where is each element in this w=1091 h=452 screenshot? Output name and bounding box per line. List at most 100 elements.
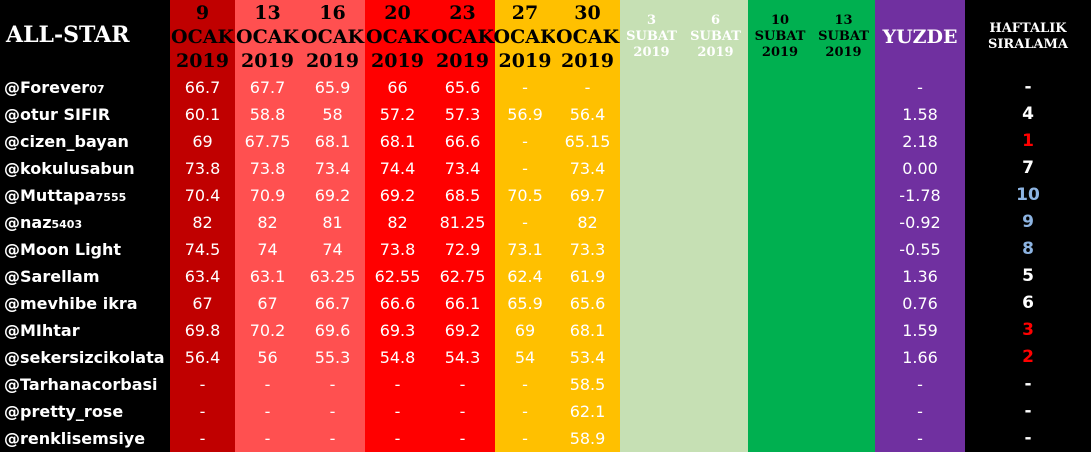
- score: 58.5: [569, 375, 606, 394]
- change: -0.92: [899, 213, 941, 232]
- header-line: 30: [574, 2, 601, 24]
- score: 73.8: [379, 240, 416, 259]
- header-line: 10: [770, 13, 790, 28]
- change: 2.18: [902, 132, 938, 151]
- score: -: [522, 159, 528, 178]
- score: -: [199, 402, 206, 421]
- header-line: 2019: [633, 45, 670, 60]
- rank: 7: [1022, 158, 1034, 178]
- score: 62.55: [374, 267, 421, 286]
- score: -: [329, 402, 336, 421]
- score: 63.25: [309, 267, 356, 286]
- header-line: 2019: [436, 50, 489, 72]
- score: 68.1: [569, 321, 606, 340]
- name: @pretty_rose: [4, 402, 124, 421]
- name: @naz: [4, 213, 52, 232]
- score: 56: [257, 348, 278, 367]
- rank: 1: [1022, 131, 1034, 151]
- name: @otur SIFIR: [4, 105, 111, 124]
- user-name: @pretty_rose: [0, 398, 170, 425]
- score: 54.8: [379, 348, 416, 367]
- column-header: 16 OCAK 2019: [300, 0, 365, 74]
- score: 69.8: [184, 321, 221, 340]
- name: @sekersizcikolata: [4, 348, 165, 367]
- score: -: [459, 375, 466, 394]
- score: 56.4: [184, 348, 221, 367]
- score: 65.6: [569, 294, 606, 313]
- column-bg: [875, 0, 965, 452]
- score: 55.3: [314, 348, 351, 367]
- score: -: [329, 429, 336, 448]
- name: @Moon Light: [4, 240, 122, 259]
- score: -: [522, 78, 528, 97]
- rank: -: [1024, 428, 1032, 448]
- score: 69.2: [379, 186, 416, 205]
- score: 57.2: [379, 105, 416, 124]
- name: @Forever: [4, 78, 90, 97]
- name-suffix: 5403: [51, 218, 83, 231]
- name: @Muttapa: [4, 186, 96, 205]
- header-line: OCAK: [171, 26, 234, 48]
- header-line: OCAK: [236, 26, 299, 48]
- header-line: SUBAT: [626, 29, 677, 44]
- header-line: OCAK: [556, 26, 619, 48]
- header-line: 2019: [697, 45, 734, 60]
- score: 56.9: [507, 105, 543, 124]
- header-line: 2019: [176, 50, 229, 72]
- column-header: 3 SUBAT 2019: [620, 0, 683, 74]
- column-bg: [170, 0, 235, 452]
- column-bg: [300, 0, 365, 452]
- user-name: @otur SIFIR: [0, 101, 170, 128]
- score: 73.3: [569, 240, 606, 259]
- user-name: @Tarhanacorbasi: [0, 371, 170, 398]
- column-bg: [555, 0, 620, 452]
- score: 69.3: [379, 321, 416, 340]
- score: -: [522, 429, 528, 448]
- header-line: 6: [710, 13, 721, 28]
- score: 69.2: [444, 321, 481, 340]
- score: 62.75: [439, 267, 486, 286]
- score: 62.4: [507, 267, 543, 286]
- change: -: [917, 429, 923, 448]
- user-name: @renklisemsiye: [0, 425, 170, 452]
- column-bg: [620, 0, 683, 452]
- column-header: 13 SUBAT 2019: [812, 0, 875, 74]
- score: 65.15: [564, 132, 611, 151]
- score: 67.7: [249, 78, 286, 97]
- rank: 4: [1022, 104, 1034, 124]
- score: 69.7: [569, 186, 606, 205]
- column-header: HAFTALIK SIRALAMA: [965, 0, 1091, 74]
- score: 73.4: [569, 159, 606, 178]
- name-suffix: 07: [89, 83, 105, 96]
- column-header: 23 OCAK 2019: [430, 0, 495, 74]
- score: 82: [577, 213, 598, 232]
- change: 0.00: [902, 159, 938, 178]
- score: 66.6: [444, 132, 481, 151]
- score: 70.5: [507, 186, 543, 205]
- user-name: @MIhtar: [0, 317, 170, 344]
- score: 73.8: [184, 159, 221, 178]
- header-line: 13: [254, 2, 281, 24]
- score: -: [264, 402, 271, 421]
- score: 68.1: [314, 132, 351, 151]
- score: 82: [192, 213, 213, 232]
- name: @Sarellam: [4, 267, 100, 286]
- score: 73.1: [507, 240, 543, 259]
- user-name: @Moon Light: [0, 236, 170, 263]
- rank: 8: [1022, 239, 1034, 259]
- score: 82: [257, 213, 278, 232]
- score: 70.2: [249, 321, 286, 340]
- score: 58.8: [249, 105, 286, 124]
- score: 69: [192, 132, 213, 151]
- rank: 5: [1022, 266, 1034, 286]
- column-header: 13 OCAK 2019: [235, 0, 300, 74]
- name-suffix: 7555: [95, 191, 127, 204]
- score: 74: [257, 240, 278, 259]
- score: 69.6: [314, 321, 351, 340]
- user-name: @Muttapa7555: [0, 182, 170, 209]
- title: ALL-STAR: [6, 22, 130, 48]
- score: -: [522, 213, 528, 232]
- score: 81: [322, 213, 343, 232]
- score: -: [264, 375, 271, 394]
